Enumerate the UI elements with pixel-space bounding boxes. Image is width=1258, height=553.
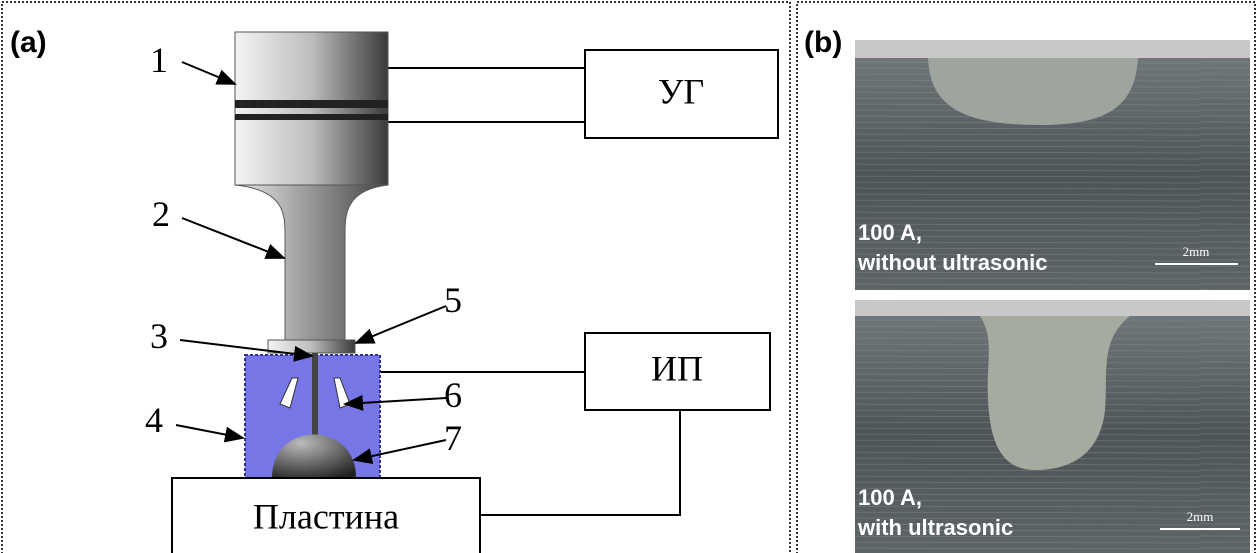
part-number: 7 xyxy=(444,418,462,458)
part-number: 1 xyxy=(150,40,168,80)
figure: (a) (b) УГ ИП Пластина 1 2 3 4 5 6 7 2mm… xyxy=(0,0,1258,553)
part-number: 5 xyxy=(444,280,462,320)
electrode xyxy=(312,353,318,448)
caption: with ultrasonic xyxy=(857,515,1013,540)
block-label: ИП xyxy=(651,348,703,388)
panel-label: (a) xyxy=(10,26,47,59)
scale-label: 2mm xyxy=(1183,244,1210,259)
block-label: УГ xyxy=(658,71,704,111)
scale-label: 2mm xyxy=(1187,509,1214,524)
ultrasonic-horn xyxy=(235,32,388,353)
part-number: 4 xyxy=(145,400,163,440)
part-number: 3 xyxy=(150,316,168,356)
caption: without ultrasonic xyxy=(857,250,1047,275)
caption: 100 A, xyxy=(858,220,922,245)
part-number: 6 xyxy=(444,375,462,415)
block-label: Пластина xyxy=(253,496,399,536)
panel-label: (b) xyxy=(804,26,842,59)
caption: 100 A, xyxy=(858,485,922,510)
part-number: 2 xyxy=(152,194,170,234)
